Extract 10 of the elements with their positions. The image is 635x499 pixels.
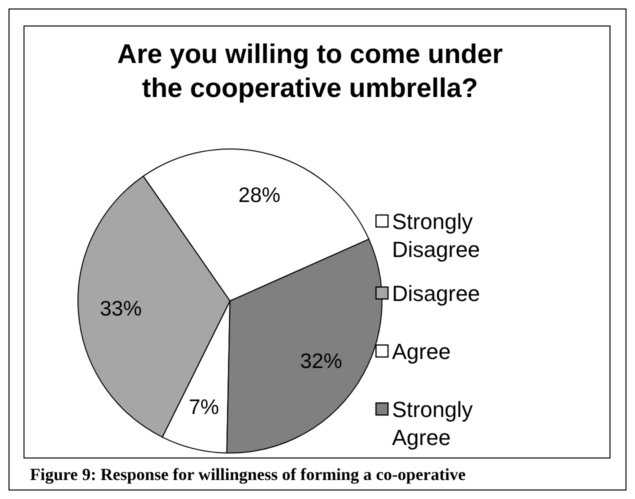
legend-label: Agree — [392, 339, 451, 364]
legend-label: Strongly Agree — [392, 397, 473, 450]
data-label: 28% — [238, 184, 280, 208]
data-label: 32% — [300, 350, 342, 374]
legend-label: Strongly Disagree — [392, 209, 480, 262]
data-label: 33% — [100, 298, 142, 321]
caption: Figure 9: Response for willingness of forming a co-operative — [30, 465, 466, 484]
chart-title: Are you willing to come under the cooperative umbrella? — [117, 39, 504, 103]
legend-label: Disagree — [392, 281, 480, 306]
data-label: 7% — [188, 396, 220, 419]
